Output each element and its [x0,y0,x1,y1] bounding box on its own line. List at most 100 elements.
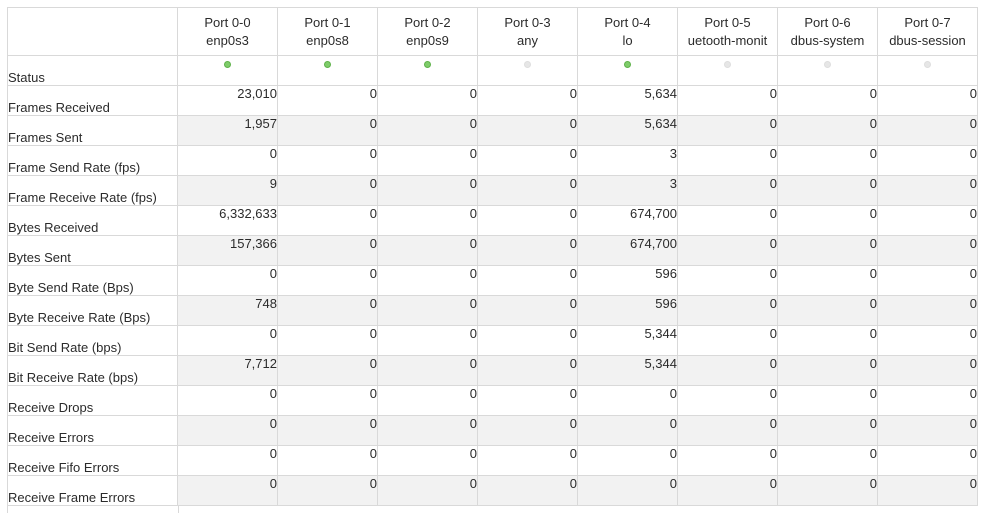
value-cell: 0 [177,445,278,476]
table-row: Receive Errors 0 0 0 0 0 0 0 0 [7,415,978,446]
value-cell: 0 [677,175,778,206]
value-cell: 0 [877,475,978,506]
value-cell: 0 [277,415,378,446]
value-cell: 0 [477,325,578,356]
value-cell: 0 [277,145,378,176]
value-cell: 0 [177,145,278,176]
value-cell: 5,344 [577,325,678,356]
row-label: Frames Sent [7,115,178,146]
value-cell: 0 [777,145,878,176]
row-label: Status [7,55,178,86]
status-cell-7 [877,55,978,86]
interface-name: any [517,32,538,48]
port-statistics-table: Port 0-0 enp0s3 Port 0-1 enp0s8 Port 0-2 enp0… [7,7,978,506]
value-cell: 0 [677,475,778,506]
value-cell: 0 [877,145,978,176]
port-header-7[interactable]: Port 0-7 dbus-session [877,7,978,56]
row-label: Bytes Sent [7,235,178,266]
value-cell: 0 [677,115,778,146]
value-cell: 0 [877,265,978,296]
value-cell: 0 [277,265,378,296]
value-cell: 0 [677,385,778,416]
port-name: Port 0-6 [804,14,851,30]
table-row: Bit Receive Rate (bps) 7,712 0 0 0 5,344 0 0 0 [7,355,978,386]
value-cell: 0 [877,205,978,236]
value-cell: 1,957 [177,115,278,146]
value-cell: 596 [577,295,678,326]
value-cell: 0 [877,115,978,146]
value-cell: 0 [277,85,378,116]
table-row: Frames Received 23,010 0 0 0 5,634 0 0 0 [7,85,978,116]
port-name: Port 0-7 [904,14,951,30]
interface-name: uetooth-monit [687,32,768,48]
value-cell: 0 [277,205,378,236]
status-cell-0 [177,55,278,86]
value-cell: 157,366 [177,235,278,266]
value-cell: 0 [577,385,678,416]
value-cell: 6,332,633 [177,205,278,236]
port-header-1[interactable]: Port 0-1 enp0s8 [277,7,378,56]
status-indicator-icon [524,61,531,68]
interface-name: dbus-system [790,32,865,48]
value-cell: 0 [577,475,678,506]
value-cell: 0 [477,415,578,446]
value-cell: 0 [677,295,778,326]
row-label: Receive Fifo Errors [7,445,178,476]
port-name: Port 0-0 [204,14,251,30]
value-cell: 0 [377,175,478,206]
status-indicator-icon [724,61,731,68]
value-cell: 0 [877,85,978,116]
value-cell: 0 [177,325,278,356]
value-cell: 0 [377,385,478,416]
port-name: Port 0-3 [504,14,551,30]
table-row: Bit Send Rate (bps) 0 0 0 0 5,344 0 0 0 [7,325,978,356]
port-header-6[interactable]: Port 0-6 dbus-system [777,7,878,56]
value-cell: 0 [377,295,478,326]
value-cell: 674,700 [577,235,678,266]
row-label: Receive Drops [7,385,178,416]
value-cell: 0 [877,355,978,386]
status-cell-4 [577,55,678,86]
value-cell: 0 [377,85,478,116]
value-cell: 0 [877,325,978,356]
value-cell: 0 [877,235,978,266]
port-header-5[interactable]: Port 0-5 uetooth-monit [677,7,778,56]
port-name: Port 0-5 [704,14,751,30]
port-header-0[interactable]: Port 0-0 enp0s3 [177,7,278,56]
interface-name: enp0s9 [406,32,449,48]
value-cell: 0 [877,175,978,206]
value-cell: 0 [477,115,578,146]
table-row: Receive Frame Errors 0 0 0 0 0 0 0 0 [7,475,978,506]
value-cell: 0 [777,445,878,476]
value-cell: 0 [377,265,478,296]
interface-name: enp0s8 [306,32,349,48]
value-cell: 0 [777,475,878,506]
value-cell: 0 [677,415,778,446]
value-cell: 0 [677,85,778,116]
value-cell: 0 [877,385,978,416]
port-header-2[interactable]: Port 0-2 enp0s9 [377,7,478,56]
status-indicator-icon [224,61,231,68]
interface-name: dbus-session [889,32,966,48]
table-row: Frames Sent 1,957 0 0 0 5,634 0 0 0 [7,115,978,146]
value-cell: 0 [377,325,478,356]
value-cell: 0 [877,415,978,446]
value-cell: 0 [777,355,878,386]
port-header-3[interactable]: Port 0-3 any [477,7,578,56]
value-cell: 674,700 [577,205,678,236]
row-label: Byte Receive Rate (Bps) [7,295,178,326]
status-cell-1 [277,55,378,86]
status-indicator-icon [424,61,431,68]
value-cell: 0 [277,115,378,146]
table-row: Bytes Sent 157,366 0 0 0 674,700 0 0 0 [7,235,978,266]
value-cell: 0 [677,235,778,266]
port-header-4[interactable]: Port 0-4 lo [577,7,678,56]
status-cell-5 [677,55,778,86]
interface-name: lo [622,32,633,48]
row-label: Byte Send Rate (Bps) [7,265,178,296]
value-cell: 0 [777,325,878,356]
port-name: Port 0-2 [404,14,451,30]
value-cell: 0 [477,295,578,326]
row-label: Bit Receive Rate (bps) [7,355,178,386]
row-label: Frame Send Rate (fps) [7,145,178,176]
